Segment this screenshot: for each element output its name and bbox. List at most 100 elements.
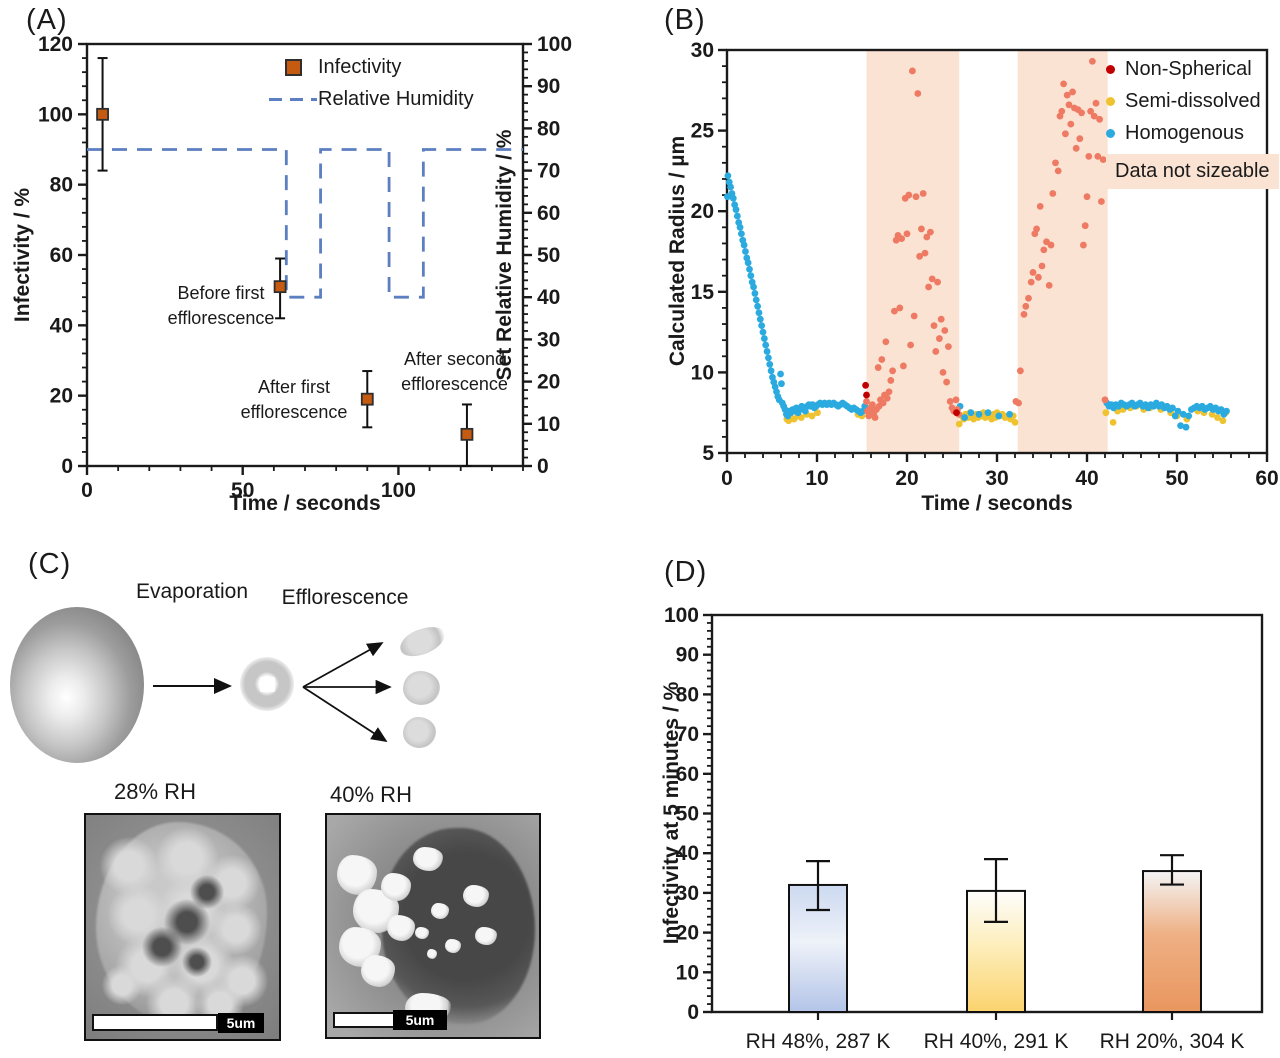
- sem2-crystal-chunk: [361, 955, 395, 987]
- data-point: [1109, 418, 1117, 426]
- data-point: [945, 343, 952, 351]
- data-point: [943, 378, 950, 386]
- data-point: [879, 399, 887, 407]
- plot-b: 0 10 20 30 40 50 60 5 10 15 20 25 30: [691, 39, 1279, 490]
- data-point: [910, 312, 918, 320]
- data-point: [874, 364, 882, 371]
- y-right-tick-label: 10: [537, 413, 560, 436]
- category-label: RH 40%, 291 K: [924, 1030, 1069, 1053]
- data-point: [1011, 418, 1019, 426]
- data-point: [885, 388, 893, 396]
- non-spherical-series: [862, 381, 960, 417]
- annotation-after-second-efflorescence: After second efflorescence: [401, 349, 508, 394]
- rh-dash-swatch: [269, 98, 317, 101]
- data-point: [752, 296, 760, 304]
- y-tick-label: 50: [676, 803, 699, 826]
- legend-label: Semi-dissolved: [1125, 90, 1261, 112]
- panel-d-label: (D): [664, 556, 708, 588]
- data-point: [765, 354, 772, 362]
- data-point: [746, 265, 753, 273]
- infectivity-series: [96, 57, 474, 467]
- data-point: [919, 190, 927, 197]
- data-point: [905, 191, 913, 199]
- plot-a: 0 50 100 0 20 40 60 80 100 120 0 10 20 30 40 50 60 70 80 90…: [38, 33, 572, 502]
- data-point: [778, 380, 785, 388]
- data-point: [736, 223, 744, 231]
- sem1-scale-bar: [92, 1014, 218, 1031]
- data-point: [918, 225, 925, 233]
- panel-c-arrows: [153, 642, 392, 742]
- data-point: [1214, 414, 1221, 421]
- data-point: [1089, 57, 1096, 65]
- data-point: [882, 338, 890, 346]
- data-point: [1020, 310, 1028, 318]
- data-point: [1099, 156, 1107, 164]
- sem-caption-40rh: 40% RH: [330, 782, 412, 807]
- semi-dissolved-dot-icon: [1106, 97, 1115, 106]
- y-right-tick-label: 80: [537, 117, 560, 140]
- data-point: [878, 356, 886, 363]
- data-point: [1169, 404, 1176, 412]
- data-point: [1035, 273, 1042, 281]
- y-tick-label: 20: [50, 385, 73, 408]
- panel-d-y-axis-title: Infectivity at 5 minutes / %: [660, 681, 683, 945]
- data-point: [937, 315, 945, 323]
- data-point: [760, 335, 768, 342]
- panel-b-x-axis-title: Time / seconds: [921, 492, 1073, 515]
- data-point: [868, 401, 876, 409]
- data-point: [898, 235, 905, 243]
- data-point: [758, 322, 766, 330]
- annotation-after-first-efflorescence: After first efflorescence: [240, 377, 348, 422]
- data-point: [1006, 410, 1013, 418]
- y-tick-label: 60: [676, 763, 699, 786]
- data-point: [1083, 193, 1091, 201]
- data-point: [1067, 120, 1075, 128]
- data-point: [995, 412, 1003, 420]
- data-point: [967, 409, 975, 417]
- data-point: [762, 341, 770, 349]
- data-point: [724, 172, 732, 180]
- y-right-tick-label: 60: [537, 202, 560, 225]
- annotation-before-first-efflorescence: Before first efflorescence: [167, 283, 275, 328]
- y-tick-label: 5: [702, 442, 714, 465]
- data-point: [1078, 109, 1085, 117]
- data-point: [955, 420, 963, 428]
- data-point: [729, 194, 737, 202]
- y-tick-label: 70: [676, 723, 699, 746]
- efflorescence-label: Efflorescence: [281, 586, 409, 609]
- data-point: [1080, 241, 1087, 249]
- legend-label: Non-Spherical: [1125, 58, 1252, 80]
- data-point: [862, 381, 869, 389]
- category-label: RH 20%, 304 K: [1100, 1030, 1245, 1053]
- data-point: [932, 348, 940, 355]
- dried-particle-bottom: [403, 717, 436, 748]
- data-point: [1065, 101, 1073, 109]
- sem2-crystal-chunk: [431, 903, 449, 919]
- y-tick-label: 120: [38, 33, 73, 56]
- data-point: [1058, 107, 1066, 115]
- x-tick-label: 30: [985, 467, 1008, 490]
- non-spherical-dot-icon: [1106, 65, 1115, 74]
- data-point: [871, 414, 879, 421]
- data-point: [928, 275, 936, 283]
- y-axis: 5 10 15 20 25 30: [691, 39, 727, 465]
- infectivity-square-icon: [268, 59, 318, 76]
- y-right-tick-label: 20: [537, 371, 560, 394]
- data-point: [727, 183, 734, 191]
- data-point: [1029, 269, 1037, 276]
- data-point: [909, 67, 916, 75]
- data-point: [1022, 302, 1030, 310]
- data-point: [777, 370, 784, 378]
- effloresced-ring-particle: [240, 657, 294, 711]
- infectivity-point: [96, 107, 109, 121]
- data-point: [1076, 135, 1084, 143]
- sem2-crystal-chunk: [381, 873, 411, 901]
- data-point: [975, 410, 983, 418]
- x-axis: 0 50 100: [81, 466, 524, 502]
- y-tick-label: 0: [61, 455, 73, 478]
- y-tick-label: 80: [50, 174, 73, 197]
- legend-row-non-spherical: Non-Spherical: [1106, 58, 1279, 81]
- data-point: [1045, 281, 1053, 289]
- y-tick-label: 20: [691, 200, 714, 223]
- sem2-scale-bar: [333, 1012, 395, 1028]
